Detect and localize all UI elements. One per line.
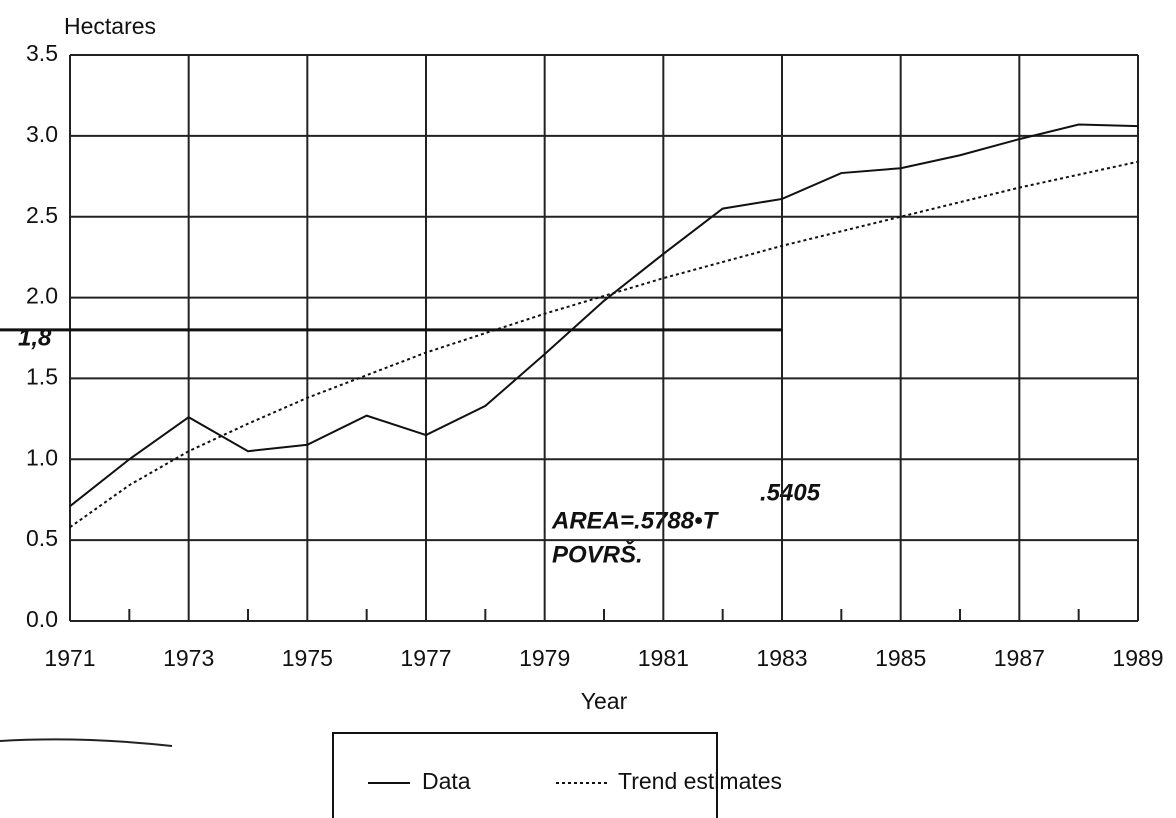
- x-tick-label: 1973: [163, 645, 214, 671]
- annotation-formula: AREA=.5788•T: [551, 507, 719, 534]
- y-tick-label: 2.5: [26, 202, 58, 228]
- x-tick-label: 1989: [1112, 645, 1163, 671]
- legend-label: Trend estimates: [618, 768, 782, 794]
- x-tick-label: 1977: [400, 645, 451, 671]
- annotation-note: POVRŠ.: [552, 540, 643, 568]
- annotation-exponent: .5405: [760, 479, 821, 506]
- x-tick-label: 1975: [282, 645, 333, 671]
- y-tick-label: 2.0: [26, 283, 58, 309]
- data-line: [69, 160, 1139, 529]
- y-axis-label: Hectares: [64, 13, 156, 39]
- y-tick-label: 3.5: [26, 40, 58, 66]
- y-tick-label: 0.0: [26, 606, 58, 632]
- x-tick-label: 1987: [994, 645, 1045, 671]
- x-tick-label: 1981: [638, 645, 689, 671]
- x-tick-label: 1983: [756, 645, 807, 671]
- legend-label: Data: [422, 768, 471, 794]
- legend-box: [332, 732, 718, 818]
- x-tick-label: 1979: [519, 645, 570, 671]
- reference-label: 1,8: [18, 324, 52, 351]
- x-tick-label: 1985: [875, 645, 926, 671]
- y-tick-label: 1.0: [26, 444, 58, 470]
- y-tick-label: 1.5: [26, 364, 58, 390]
- x-axis-label: Year: [581, 688, 628, 714]
- data-line: [69, 123, 1139, 507]
- y-tick-label: 0.5: [26, 525, 58, 551]
- y-tick-label: 3.0: [26, 121, 58, 147]
- scan-mark: [0, 738, 173, 747]
- x-tick-label: 1971: [44, 645, 95, 671]
